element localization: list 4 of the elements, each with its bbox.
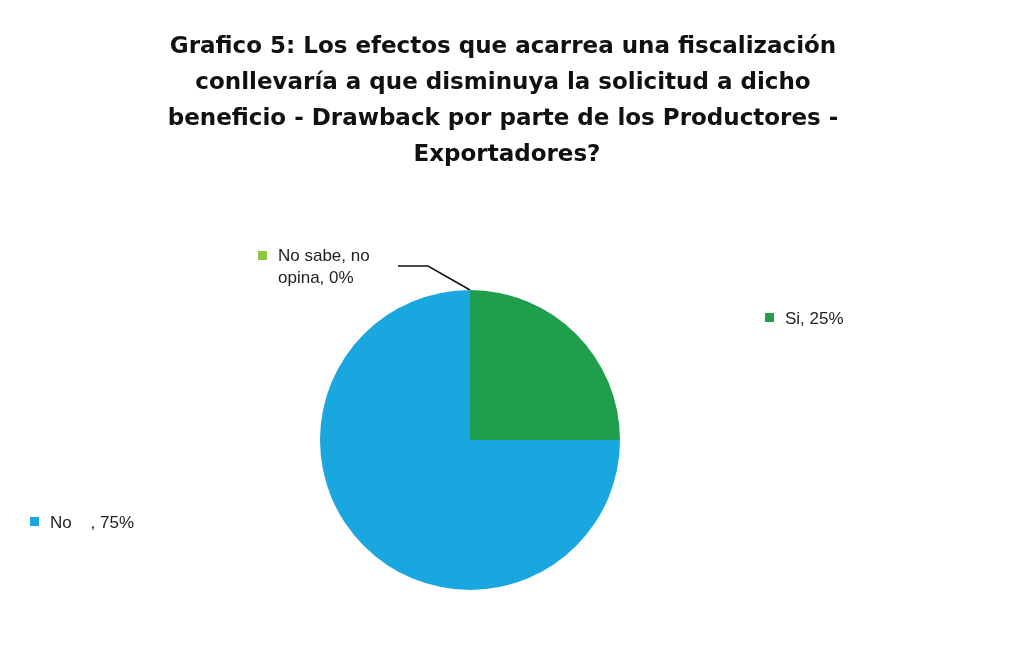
chart-title: Grafico 5: Los efectos que acarrea una fiscalización conllevaría a que disminuya la solicitud a dicho beneficio - Drawback por parte de los Productores - Exportadores?: [167, 32, 847, 166]
legend-label: No , 75%: [50, 512, 135, 532]
legend-label: No sabe, no opina, 0%: [278, 245, 375, 287]
legend-label: Si, 25%: [785, 308, 844, 328]
